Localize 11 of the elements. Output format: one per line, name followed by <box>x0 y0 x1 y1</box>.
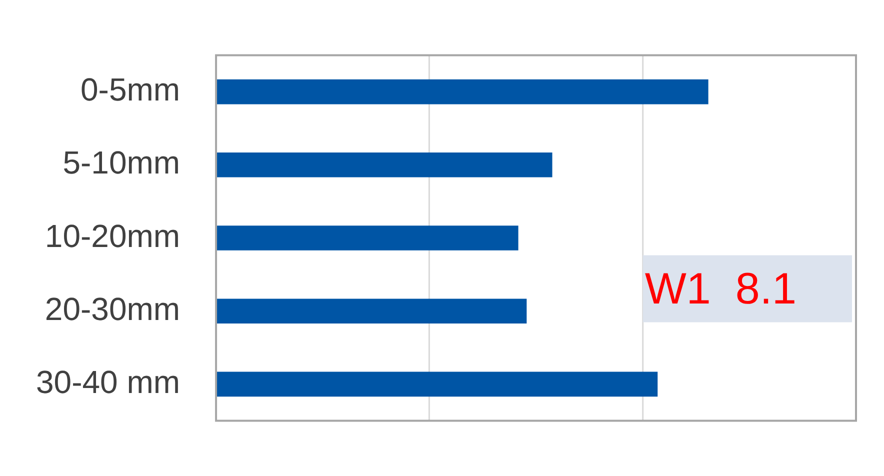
bar <box>216 152 552 178</box>
y-tick-label: 10-20mm <box>44 218 180 254</box>
bar <box>216 372 658 397</box>
bar <box>216 79 708 104</box>
bar <box>216 226 518 250</box>
bar <box>216 298 527 324</box>
y-tick-label: 20-30mm <box>44 290 180 327</box>
y-tick-label: 0-5mm <box>80 72 180 108</box>
y-tick-label: 5-10mm <box>62 144 180 181</box>
y-tick-label: 30-40 mm <box>36 364 180 400</box>
annotation: W1 8.1 <box>644 264 797 314</box>
